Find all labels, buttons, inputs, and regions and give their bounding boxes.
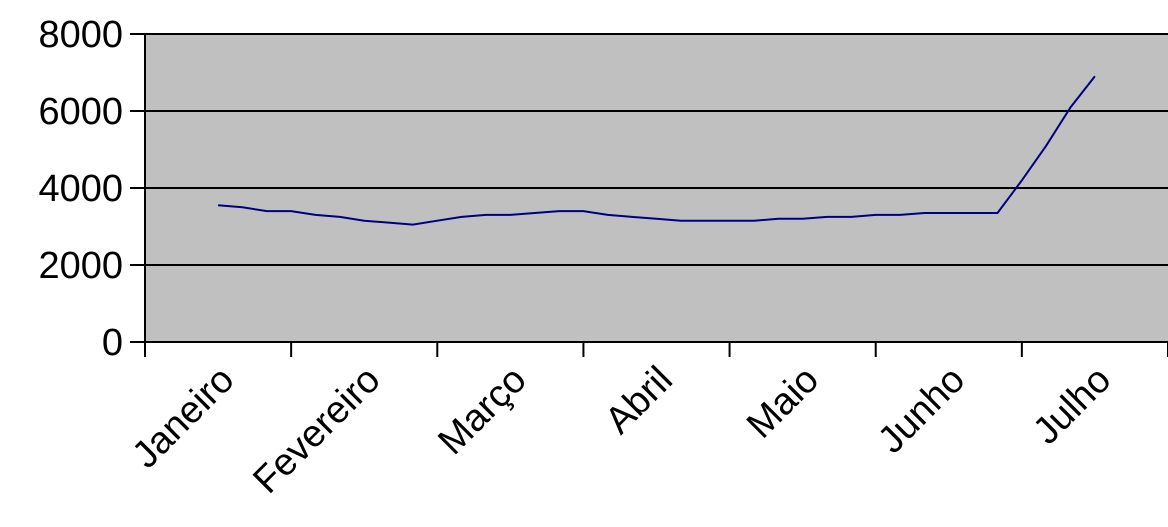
series-line: [218, 75, 1096, 226]
x-tick-label: Abril: [597, 359, 680, 442]
x-tick-label: Março: [430, 359, 534, 463]
x-tick-label: Janeiro: [125, 359, 243, 477]
x-tick-label: Fevereiro: [245, 359, 388, 502]
y-tick-label: 0: [102, 322, 123, 364]
y-tick-label: 4000: [38, 168, 123, 210]
y-tick-label: 2000: [38, 245, 123, 287]
x-tick-label: Junho: [870, 359, 973, 462]
x-tick-labels: Janeiro Fevereiro Março Abril Maio Junho Julho: [125, 359, 1120, 502]
y-ticks: [130, 33, 145, 343]
x-ticks: [144, 342, 1168, 357]
gridlines: [145, 33, 1168, 266]
x-tick-label: Julho: [1025, 359, 1119, 453]
y-tick-labels: 0 2000 4000 6000 8000: [38, 14, 123, 364]
x-tick-label: Maio: [739, 359, 827, 447]
y-tick-label: 8000: [38, 14, 123, 56]
y-tick-label: 6000: [38, 91, 123, 133]
